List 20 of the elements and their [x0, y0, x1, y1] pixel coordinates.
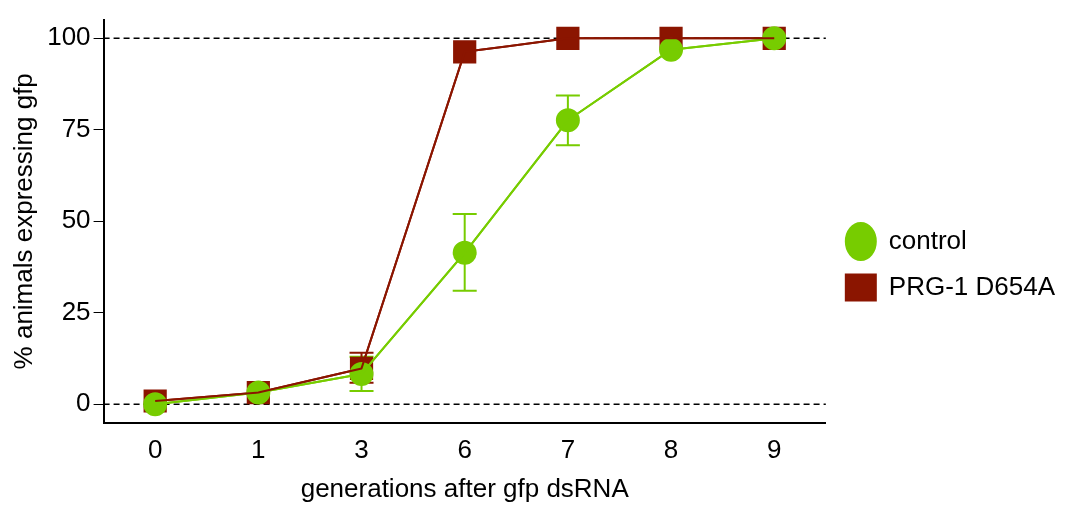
x-axis-title: generations after gfp dsRNA [300, 472, 630, 503]
point [453, 40, 477, 64]
x-tick-label: 7 [560, 434, 576, 465]
x-tick-label: 1 [251, 434, 266, 465]
legend-label: PRG-1 D654A [888, 270, 1056, 301]
y-tick-label: 50 [61, 204, 91, 235]
y-tick-label: 100 [47, 21, 91, 52]
x-tick-label: 9 [767, 434, 782, 465]
y-tick-label: 75 [61, 112, 91, 143]
y-axis-title: % animals expressing gfp [7, 73, 38, 370]
legend-label: control [888, 224, 967, 255]
y-tick-label: 0 [76, 387, 91, 418]
x-tick-label: 8 [663, 434, 679, 465]
x-tick-label: 0 [147, 434, 163, 465]
x-tick-label: 6 [457, 434, 472, 465]
point [452, 240, 477, 265]
point [555, 108, 580, 133]
y-tick-label: 25 [61, 295, 91, 326]
x-tick-label: 3 [354, 434, 369, 465]
point [556, 26, 580, 50]
